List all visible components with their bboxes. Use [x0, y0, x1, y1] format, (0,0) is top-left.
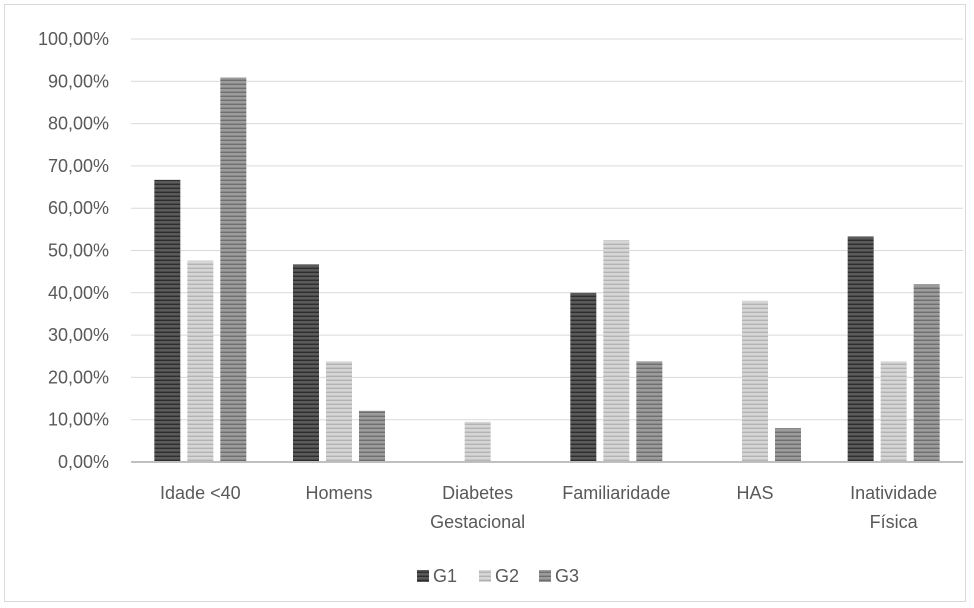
- y-tick-label: 40,00%: [48, 283, 109, 303]
- x-tick-label: Inatividade: [850, 483, 937, 503]
- y-tick-label: 90,00%: [48, 71, 109, 91]
- y-tick-label: 10,00%: [48, 410, 109, 430]
- bar-g2: [603, 240, 630, 462]
- bar-g3: [913, 284, 940, 462]
- x-tick-label: Homens: [305, 483, 372, 503]
- bar-g3: [775, 428, 801, 462]
- bar-g3: [220, 77, 247, 463]
- x-axis-tick-labels: Idade <40 Homens Diabetes Gestacional Famili…: [160, 483, 937, 532]
- bar-chart: 0,00% 10,00% 20,00% 30,00% 40,00% 50,00% 60,00…: [38, 29, 963, 586]
- bar-g1: [154, 179, 181, 462]
- bar-g2: [742, 300, 768, 462]
- x-tick-label: Física: [870, 512, 919, 532]
- bar-g3: [359, 410, 385, 462]
- y-tick-label: 30,00%: [48, 325, 109, 345]
- y-axis-tick-labels: 0,00% 10,00% 20,00% 30,00% 40,00% 50,00% 60,00…: [38, 29, 109, 472]
- legend-swatch-g1: [417, 570, 429, 582]
- bar-g1: [293, 264, 319, 462]
- y-tick-label: 80,00%: [48, 114, 109, 134]
- bar-g2: [464, 421, 491, 462]
- bar-g3: [636, 361, 663, 462]
- legend-swatch-g3: [539, 570, 551, 582]
- x-tick-label: Idade <40: [160, 483, 241, 503]
- bar-g2: [187, 260, 214, 462]
- y-tick-label: 60,00%: [48, 198, 109, 218]
- y-tick-label: 100,00%: [38, 29, 109, 49]
- y-tick-label: 70,00%: [48, 156, 109, 176]
- legend-label-g2: G2: [495, 566, 519, 586]
- y-tick-label: 20,00%: [48, 367, 109, 387]
- bar-g1: [570, 292, 597, 462]
- bar-g2: [880, 361, 907, 462]
- bar-g1: [847, 236, 874, 462]
- gridlines: [131, 38, 963, 421]
- y-tick-label: 50,00%: [48, 241, 109, 261]
- bar-g2: [326, 361, 352, 462]
- legend-swatch-g2: [479, 570, 491, 582]
- legend: G1 G2 G3: [417, 566, 579, 586]
- chart-frame: 0,00% 10,00% 20,00% 30,00% 40,00% 50,00% 60,00…: [4, 4, 966, 602]
- bars: [154, 77, 940, 463]
- y-tick-label: 0,00%: [58, 452, 109, 472]
- x-tick-label: Gestacional: [430, 512, 525, 532]
- legend-label-g3: G3: [555, 566, 579, 586]
- x-tick-label: Diabetes: [442, 483, 513, 503]
- x-tick-label: Familiaridade: [562, 483, 670, 503]
- legend-label-g1: G1: [433, 566, 457, 586]
- x-tick-label: HAS: [736, 483, 773, 503]
